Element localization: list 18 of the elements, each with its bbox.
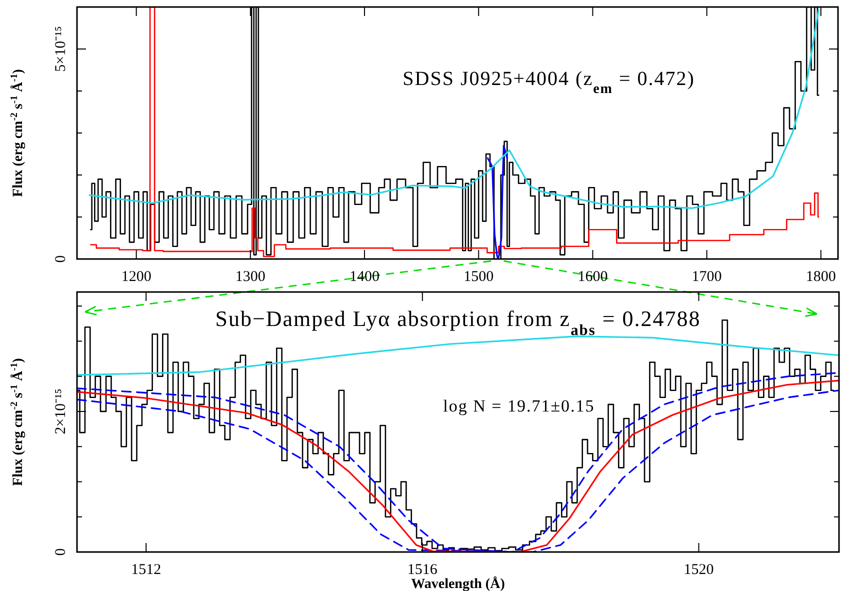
x-tick-label: 1512 — [131, 562, 162, 578]
y-tick-label: 2×10⁻¹⁵ — [53, 388, 69, 434]
x-tick-label: 1800 — [806, 269, 836, 285]
x-tick-label: 1600 — [578, 269, 608, 285]
annotation: Sub−Damped Lyα absorption from z$_{abs}$ = 0.24788 — [215, 306, 701, 338]
x-tick-label: 1400 — [350, 269, 380, 285]
y-tick-label: 0 — [53, 255, 69, 263]
x-tick-label: 1300 — [235, 269, 266, 285]
annotation: SDSS J0925+4004 (z$_{em}$ = 0.472) — [402, 68, 695, 97]
x-tick-label: 1200 — [121, 269, 152, 285]
annotation: log N = 19.71±0.15 — [443, 396, 595, 416]
y-tick-label: 0 — [53, 548, 69, 556]
x-tick-label: 1520 — [684, 562, 714, 578]
x-tick-label: 1500 — [464, 269, 494, 285]
y-tick-label: 5×10⁻¹⁵ — [53, 26, 69, 72]
x-tick-label: 1700 — [692, 269, 722, 285]
x-axis-title: Wavelength (Å) — [411, 576, 506, 591]
x-tick-label: 1516 — [407, 562, 438, 578]
